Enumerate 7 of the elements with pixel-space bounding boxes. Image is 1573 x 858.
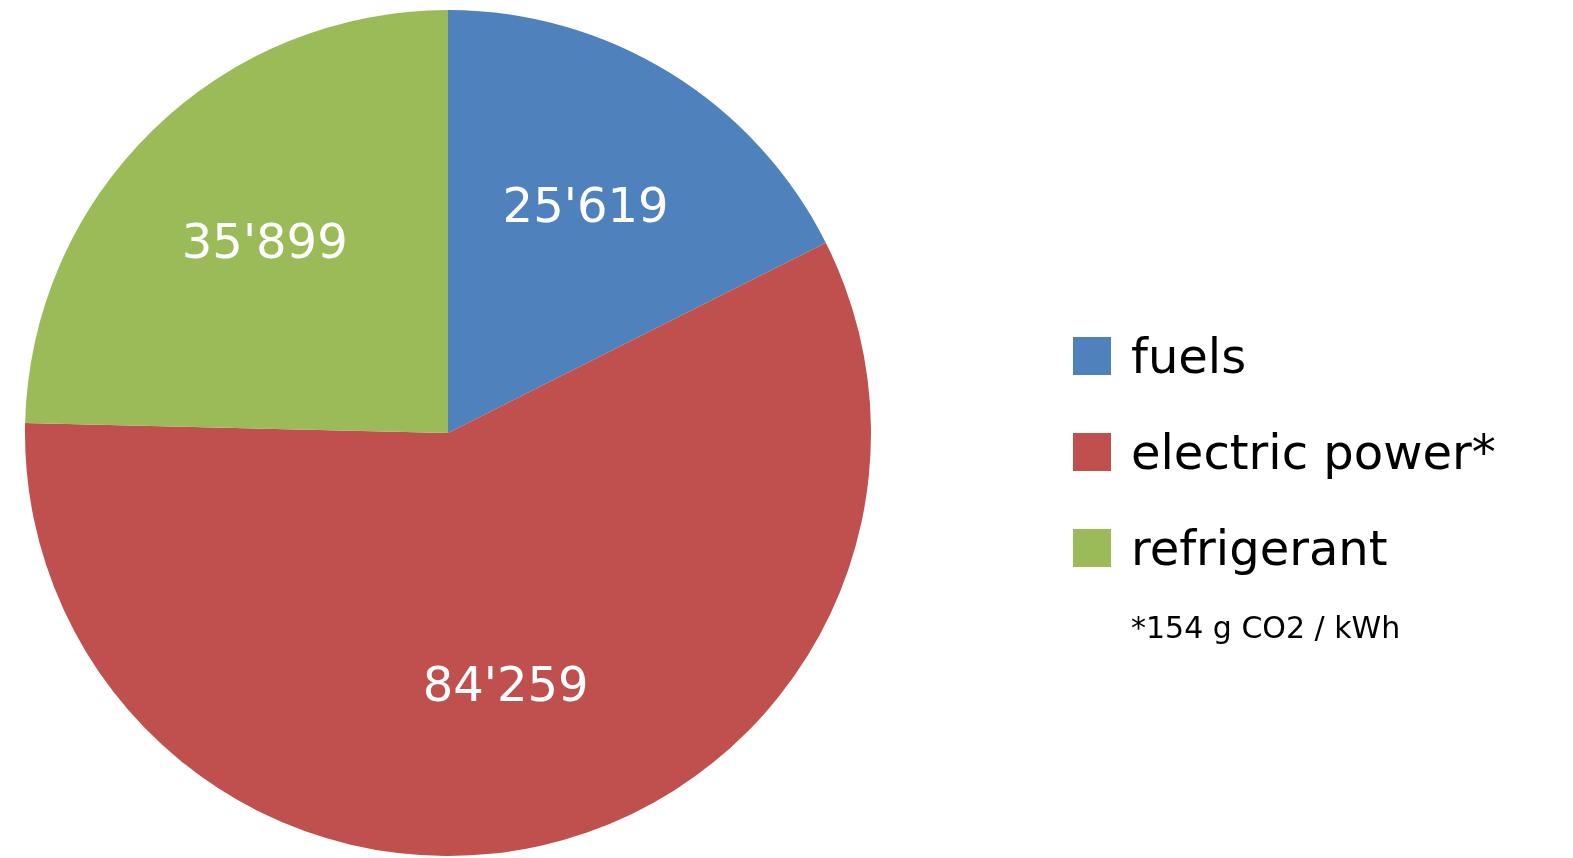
data-label: 25'619 xyxy=(502,177,669,234)
data-label: 84'259 xyxy=(422,656,589,713)
legend-label: electric power* xyxy=(1131,424,1496,480)
text: *154 g CO2 / kWh xyxy=(1131,610,1402,645)
legend-label: fuels xyxy=(1131,328,1247,384)
legend-label: refrigerant xyxy=(1131,520,1388,576)
data-label: 35'899 xyxy=(181,212,348,269)
